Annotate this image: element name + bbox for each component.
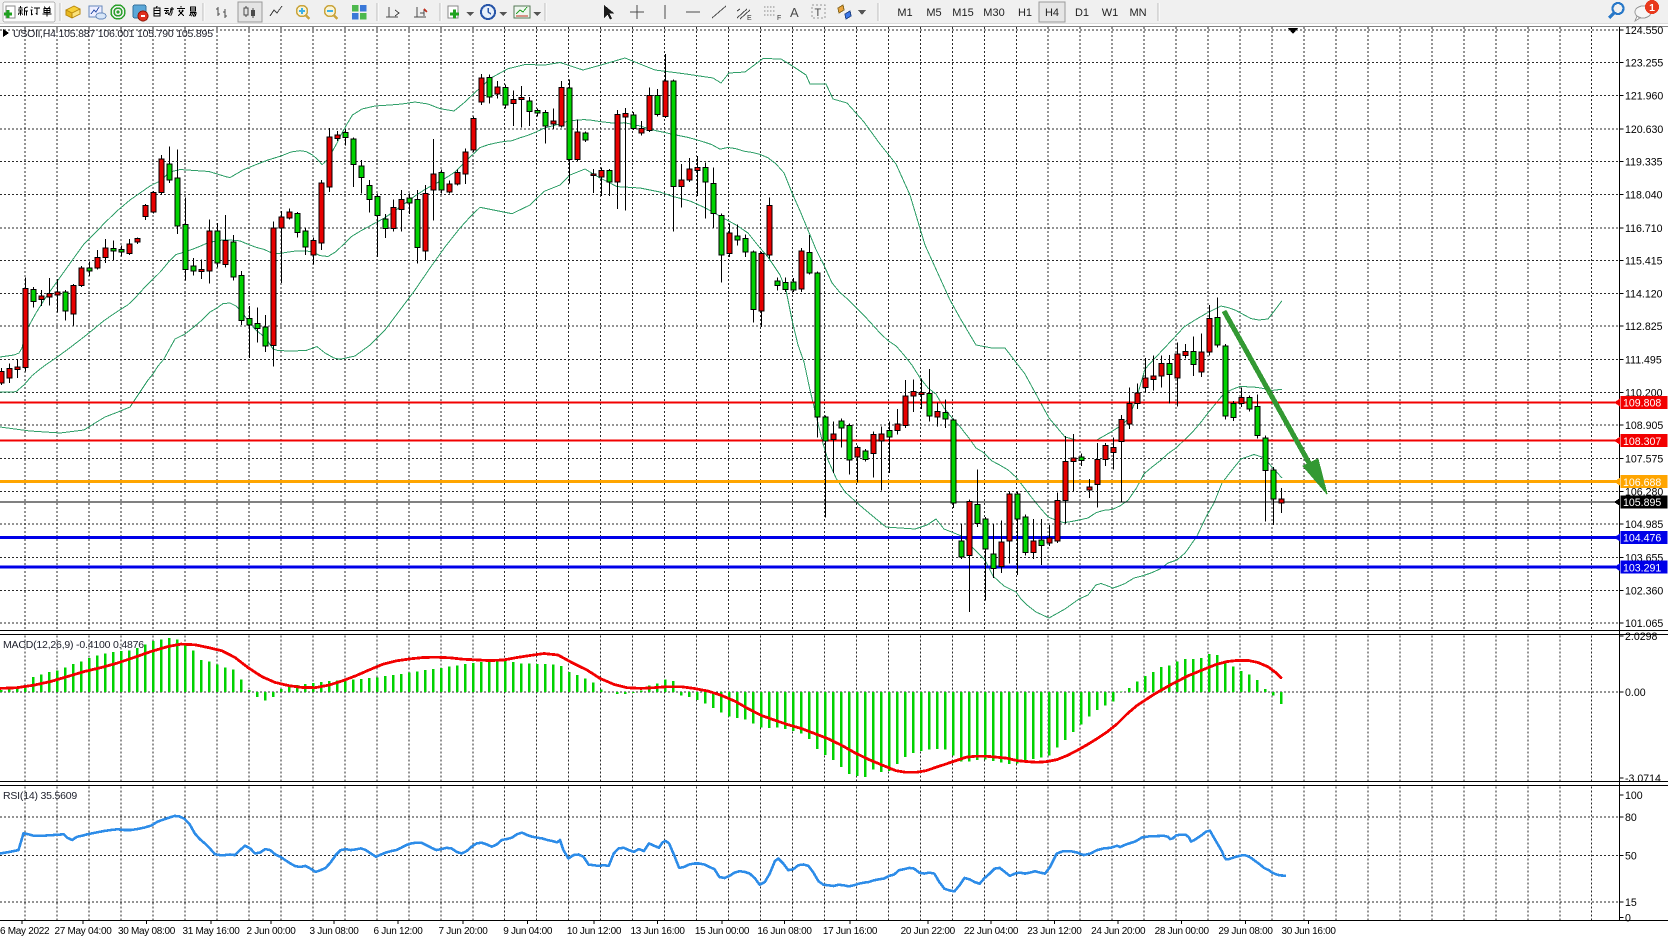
svg-text:31 May 16:00: 31 May 16:00 [183,926,241,937]
svg-text:109.808: 109.808 [1623,398,1661,410]
svg-text:9 Jun 04:00: 9 Jun 04:00 [503,926,553,937]
svg-text:MN: MN [1129,7,1146,19]
svg-text:7 Jun 20:00: 7 Jun 20:00 [439,926,489,937]
svg-text:22 Jun 04:00: 22 Jun 04:00 [964,926,1019,937]
svg-text:104.985: 104.985 [1625,519,1663,531]
svg-text:107.575: 107.575 [1625,454,1663,466]
svg-text:123.255: 123.255 [1625,58,1663,70]
svg-text:A: A [790,5,799,20]
svg-text:M1: M1 [897,7,912,19]
svg-text:23 Jun 12:00: 23 Jun 12:00 [1027,926,1082,937]
svg-text:111.495: 111.495 [1625,355,1662,367]
svg-text:108.905: 108.905 [1625,420,1663,432]
svg-text:W1: W1 [1102,7,1119,19]
svg-text:15: 15 [1625,897,1637,909]
svg-text:6 Jun 12:00: 6 Jun 12:00 [374,926,424,937]
svg-text:24 Jun 20:00: 24 Jun 20:00 [1091,926,1146,937]
svg-text:H1: H1 [1018,7,1032,19]
svg-text:3 Jun 08:00: 3 Jun 08:00 [310,926,360,937]
svg-text:118.040: 118.040 [1625,189,1663,201]
svg-text:RSI(14) 35.5609: RSI(14) 35.5609 [3,790,77,802]
svg-text:105.895: 105.895 [1623,497,1661,509]
svg-text:T: T [815,7,822,19]
svg-text:27 May 04:00: 27 May 04:00 [55,926,113,937]
svg-text:D1: D1 [1075,7,1089,19]
svg-text:121.960: 121.960 [1625,90,1663,102]
svg-text:13 Jun 16:00: 13 Jun 16:00 [630,926,685,937]
svg-text:-3.0714: -3.0714 [1625,773,1661,785]
svg-text:103.291: 103.291 [1623,562,1661,574]
svg-text:USOIl,H4 105.887 106.001 105.: USOIl,H4 105.887 106.001 105.790 105.895 [13,28,213,40]
svg-text:106.688: 106.688 [1623,477,1661,489]
svg-text:M5: M5 [926,7,941,19]
svg-text:2.0298: 2.0298 [1625,631,1658,643]
svg-text:MACD(12,26,9) -0.4100 0.4876: MACD(12,26,9) -0.4100 0.4876 [3,639,144,651]
svg-text:2 Jun 00:00: 2 Jun 00:00 [247,926,297,937]
svg-text:30 Jun 16:00: 30 Jun 16:00 [1281,926,1336,937]
svg-text:104.476: 104.476 [1623,533,1661,545]
svg-text:16 Jun 08:00: 16 Jun 08:00 [757,926,812,937]
svg-text:80: 80 [1625,812,1637,824]
svg-text:0.00: 0.00 [1625,687,1646,699]
svg-text:29 Jun 08:00: 29 Jun 08:00 [1218,926,1273,937]
svg-text:15 Jun 00:00: 15 Jun 00:00 [695,926,750,937]
svg-text:120.630: 120.630 [1625,124,1663,136]
svg-text:20 Jun 22:00: 20 Jun 22:00 [901,926,956,937]
svg-text:1: 1 [1649,2,1655,14]
svg-text:112.825: 112.825 [1625,321,1663,333]
svg-text:108.307: 108.307 [1623,436,1661,448]
svg-text:F: F [777,15,781,22]
svg-text:101.065: 101.065 [1625,618,1663,630]
svg-text:28 Jun 00:00: 28 Jun 00:00 [1155,926,1210,937]
svg-text:114.120: 114.120 [1625,288,1663,300]
svg-text:10 Jun 12:00: 10 Jun 12:00 [567,926,622,937]
svg-text:M15: M15 [952,7,973,19]
svg-text:115.415: 115.415 [1625,256,1663,268]
svg-text:116.710: 116.710 [1625,223,1663,235]
svg-text:124.550: 124.550 [1625,25,1663,37]
svg-text:M30: M30 [983,7,1004,19]
svg-text:50: 50 [1625,851,1637,863]
svg-text:26 May 2022: 26 May 2022 [0,926,50,937]
svg-text:17 Jun 16:00: 17 Jun 16:00 [823,926,878,937]
svg-text:0: 0 [1625,913,1631,925]
svg-text:102.360: 102.360 [1625,585,1663,597]
svg-text:106.280: 106.280 [1625,486,1663,498]
svg-text:30 May 08:00: 30 May 08:00 [118,926,176,937]
svg-text:100: 100 [1625,790,1643,802]
svg-text:H4: H4 [1045,7,1059,19]
svg-text:119.335: 119.335 [1625,157,1663,169]
svg-text:E: E [747,15,752,22]
